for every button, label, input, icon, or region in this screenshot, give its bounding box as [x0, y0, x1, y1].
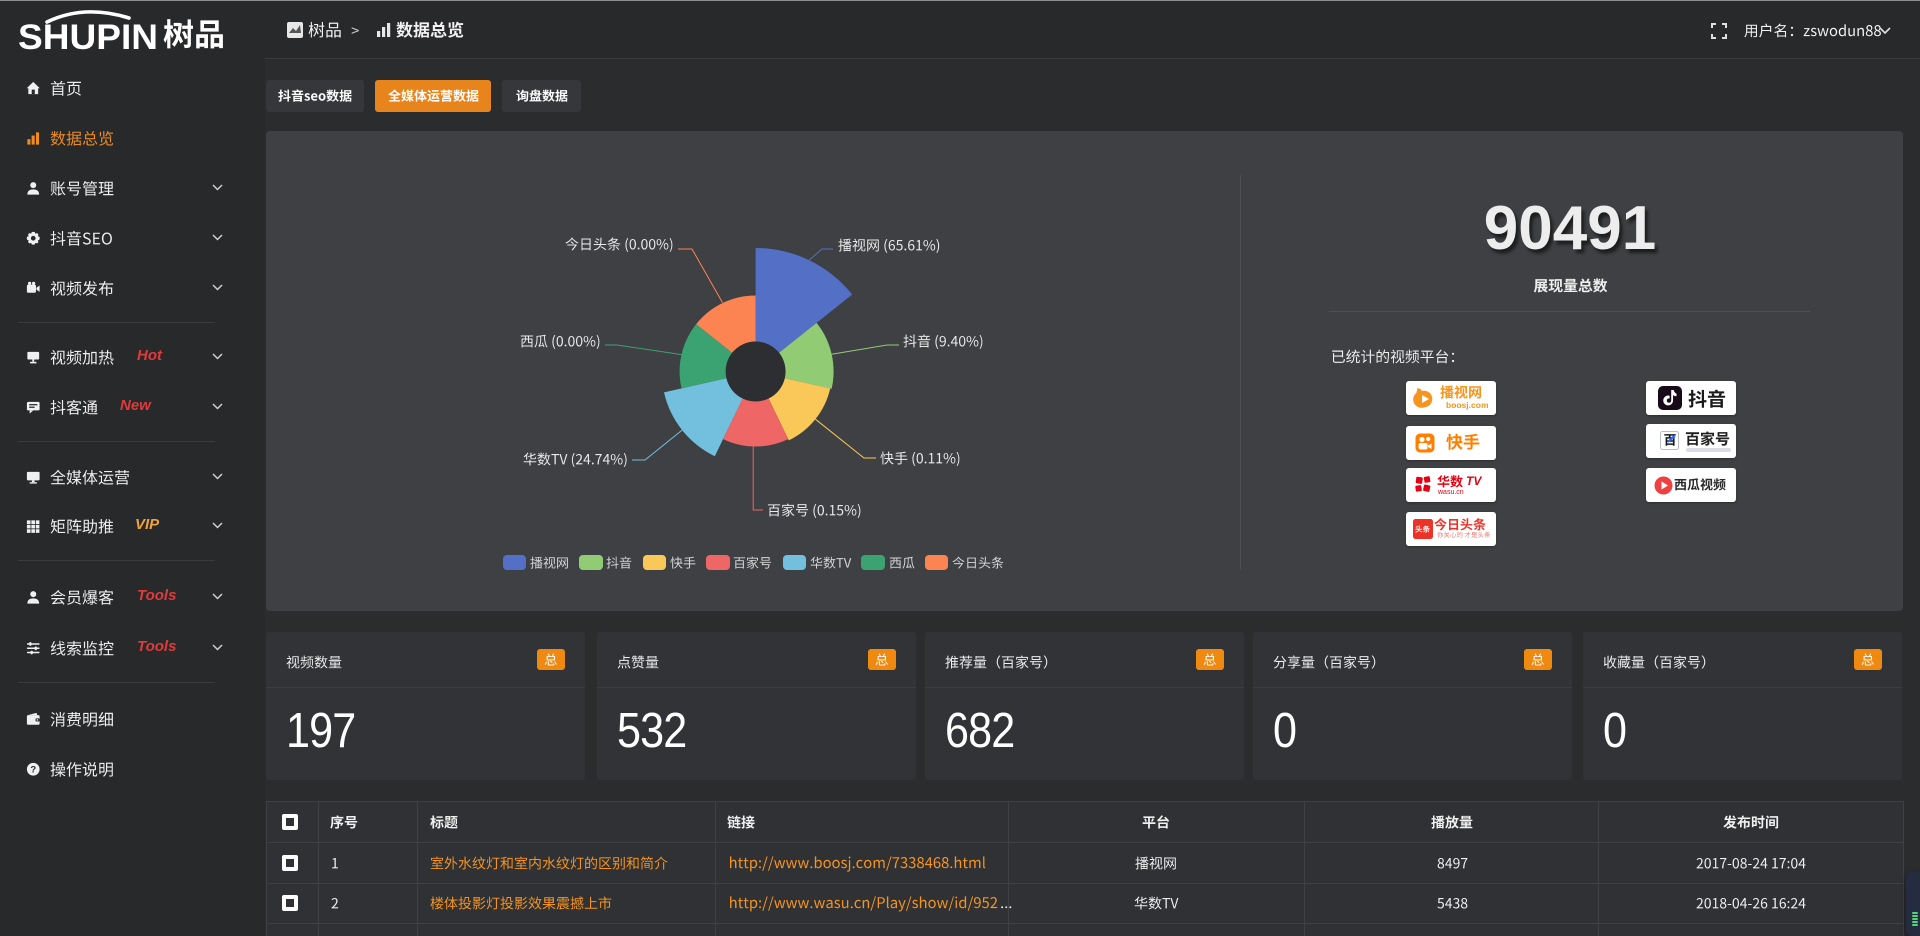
svg-text:?: ? — [30, 765, 36, 776]
svg-text:SHUPIN: SHUPIN — [18, 18, 158, 56]
